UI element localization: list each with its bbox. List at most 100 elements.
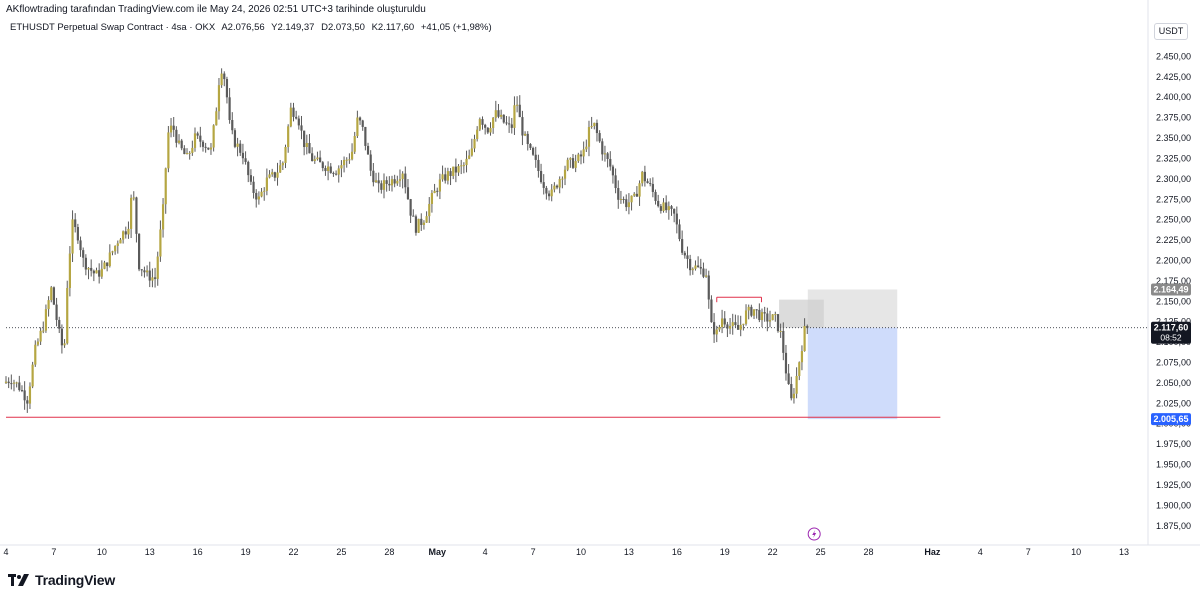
candle	[4, 376, 8, 385]
candle	[641, 170, 644, 187]
candle	[505, 116, 508, 126]
candle-body	[702, 268, 705, 277]
candle-body	[183, 148, 186, 155]
candle	[223, 71, 226, 87]
candle-body	[172, 125, 175, 130]
candle-body	[265, 177, 268, 191]
candle	[138, 233, 141, 272]
candle	[670, 205, 673, 216]
symbol-name[interactable]: ETHUSDT Perpetual Swap Contract · 4sa · …	[10, 22, 216, 33]
candle	[798, 361, 801, 381]
candle	[300, 115, 303, 140]
candle-body	[718, 327, 721, 330]
candle	[803, 318, 806, 352]
candle-body	[239, 143, 242, 153]
candle	[651, 177, 654, 198]
candle	[249, 169, 253, 186]
x-tick-label: 7	[1026, 547, 1031, 557]
candle-body	[366, 145, 370, 155]
candle-body	[138, 233, 141, 270]
candle	[446, 167, 449, 185]
tradingview-brand[interactable]: TradingView	[8, 572, 115, 588]
candle-body	[651, 183, 654, 192]
candle	[473, 134, 476, 153]
symbol-legend[interactable]: ETHUSDT Perpetual Swap Contract · 4sa · …	[10, 22, 496, 33]
candle-body	[249, 175, 253, 182]
candle-body	[177, 140, 181, 143]
candle	[151, 268, 154, 288]
candle-body	[300, 125, 303, 131]
candle-body	[412, 215, 415, 217]
y-tick-label: 1.925,00	[1156, 480, 1191, 490]
candle	[217, 78, 221, 120]
candle	[79, 236, 82, 257]
candle-body	[587, 126, 591, 147]
candle-body	[377, 180, 380, 184]
currency-button[interactable]: USDT	[1154, 23, 1188, 40]
candle-body	[396, 180, 399, 184]
candle-body	[390, 179, 394, 186]
candle	[372, 163, 375, 187]
candle	[726, 321, 729, 338]
candle	[537, 154, 540, 178]
candle-body	[228, 97, 231, 121]
candle-body	[12, 382, 16, 384]
x-tick-label: 25	[816, 547, 826, 557]
candle-body	[31, 364, 34, 387]
candle	[297, 115, 300, 130]
candle	[390, 175, 394, 192]
candle-body	[268, 174, 271, 178]
candle	[345, 157, 348, 168]
candle	[776, 313, 780, 333]
candle-body	[233, 130, 237, 147]
candle	[7, 377, 10, 389]
candle-body	[534, 154, 537, 160]
candle-body	[747, 306, 750, 311]
candle	[201, 140, 205, 152]
candle	[542, 174, 545, 195]
candle	[358, 116, 362, 125]
candle	[175, 126, 178, 148]
candle	[731, 313, 734, 335]
candle-body	[569, 158, 572, 160]
candle	[582, 141, 585, 164]
candle-body	[728, 326, 732, 329]
candle-body	[641, 171, 644, 184]
candle-body	[537, 159, 540, 172]
candle-body	[196, 133, 199, 136]
candle-body	[662, 202, 665, 211]
candle-body	[795, 376, 798, 394]
candle-body	[44, 309, 48, 331]
candle-body	[175, 129, 178, 143]
candle	[718, 324, 721, 332]
candle	[398, 169, 402, 187]
candle-body	[223, 73, 226, 80]
candle-body	[188, 152, 191, 154]
candle-body	[566, 159, 569, 170]
candle	[555, 184, 559, 190]
candle	[153, 267, 157, 288]
candle	[478, 117, 481, 132]
candle-body	[457, 166, 460, 173]
candle-body	[401, 173, 404, 180]
candle-body	[593, 122, 596, 127]
candle	[510, 117, 513, 134]
candle	[587, 120, 591, 157]
candle-body	[531, 147, 535, 155]
x-tick-label: 19	[720, 547, 730, 557]
candle	[750, 304, 753, 318]
candle-body	[500, 114, 503, 117]
candle-body	[484, 124, 487, 128]
candle	[678, 219, 681, 242]
x-tick-label: 7	[51, 547, 56, 557]
candle	[702, 262, 705, 279]
candle	[712, 313, 716, 343]
candle	[215, 107, 218, 126]
x-tick-label: 4	[3, 547, 8, 557]
candle-body	[547, 193, 551, 197]
y-tick-label: 1.950,00	[1156, 460, 1191, 470]
candle	[135, 196, 138, 243]
last-price-label-countdown: 08:52	[1160, 333, 1182, 343]
candle-body	[305, 142, 308, 148]
